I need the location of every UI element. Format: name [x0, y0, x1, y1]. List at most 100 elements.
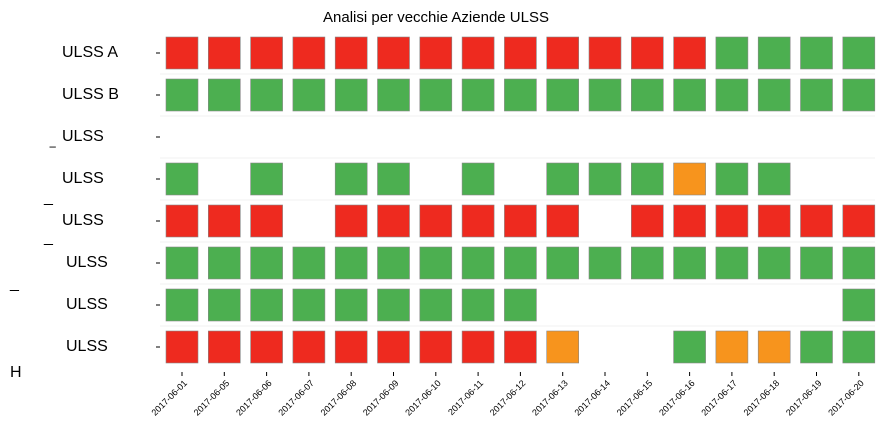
cell [461, 204, 495, 238]
y-tick-label: ULSS [62, 128, 104, 145]
y-tick-label: ULSS [62, 170, 104, 187]
x-tick-label: 2017-06-14 [572, 378, 612, 418]
cell [800, 78, 833, 112]
cell [800, 246, 833, 280]
cell [461, 36, 495, 70]
cell [461, 78, 495, 112]
cell [377, 288, 410, 322]
x-tick-label: 2017-06-09 [361, 378, 401, 418]
cell [165, 162, 199, 196]
cell [588, 246, 622, 280]
cell [673, 36, 706, 70]
cell [419, 246, 453, 280]
x-tick-label: 2017-06-10 [403, 378, 443, 418]
x-tick-label: 2017-06-07 [276, 378, 316, 418]
cell [546, 162, 580, 196]
x-tick-label: 2017-06-18 [742, 378, 782, 418]
cell [165, 330, 199, 364]
cell [757, 246, 791, 280]
cell [842, 78, 876, 112]
cell [504, 204, 537, 238]
cell [419, 330, 453, 364]
cell [292, 78, 326, 112]
cell [461, 288, 495, 322]
cell [377, 78, 410, 112]
cell [842, 330, 876, 364]
cell [461, 330, 495, 364]
x-tick-label: 2017-06-20 [826, 378, 866, 418]
cell [250, 330, 283, 364]
cell [165, 246, 199, 280]
x-tick-label: 2017-06-05 [192, 378, 232, 418]
cell [504, 78, 537, 112]
cell [588, 36, 622, 70]
cell [250, 162, 283, 196]
cell [757, 204, 791, 238]
cell [334, 288, 368, 322]
x-tick-label: 2017-06-06 [234, 378, 274, 418]
x-tick-label: 2017-06-08 [319, 378, 359, 418]
cell [208, 288, 241, 322]
x-tick-label: 2017-06-16 [657, 378, 697, 418]
y-tick-label: ULSS A [62, 44, 118, 61]
x-tick-label: 2017-06-13 [530, 378, 570, 418]
label-fragment: ‾ [49, 146, 56, 163]
y-tick-label: ULSS [66, 338, 108, 355]
cell [673, 204, 706, 238]
cell [292, 36, 326, 70]
cell [165, 204, 199, 238]
cell [757, 36, 791, 70]
cell [630, 162, 664, 196]
cell [546, 330, 580, 364]
cell [757, 162, 791, 196]
cell [630, 204, 664, 238]
cell [334, 330, 368, 364]
cell [208, 246, 241, 280]
cell [630, 78, 664, 112]
cell [377, 162, 410, 196]
cell [673, 78, 706, 112]
cell [715, 162, 749, 196]
cell [588, 162, 622, 196]
cell [630, 36, 664, 70]
label-fragment: _ [9, 275, 20, 292]
cell [757, 330, 791, 364]
cell [334, 204, 368, 238]
cell [588, 78, 622, 112]
cell [504, 288, 537, 322]
cell [208, 78, 241, 112]
cell [292, 330, 326, 364]
cell [334, 246, 368, 280]
x-tick-label: 2017-06-17 [699, 378, 739, 418]
cell [419, 204, 453, 238]
cell [715, 246, 749, 280]
cell [546, 246, 580, 280]
cell [842, 288, 876, 322]
label-fragment: H [10, 364, 22, 381]
cell [715, 36, 749, 70]
y-tick-label: ULSS [66, 254, 108, 271]
cell [800, 36, 833, 70]
x-tick-label: 2017-06-19 [784, 378, 824, 418]
cell [673, 246, 706, 280]
y-tick-label: ULSS B [62, 86, 119, 103]
cell [673, 330, 706, 364]
cell [715, 78, 749, 112]
cell [250, 78, 283, 112]
x-tick-label: 2017-06-15 [615, 378, 655, 418]
cell [377, 330, 410, 364]
cell [208, 330, 241, 364]
cell [630, 246, 664, 280]
cell [165, 36, 199, 70]
cell [504, 330, 537, 364]
cell [165, 288, 199, 322]
cell [715, 330, 749, 364]
cell [250, 204, 283, 238]
cell [842, 204, 876, 238]
cell [419, 36, 453, 70]
x-tick-label: 2017-06-01 [149, 378, 189, 418]
cell [292, 288, 326, 322]
cell [419, 288, 453, 322]
cell [334, 78, 368, 112]
